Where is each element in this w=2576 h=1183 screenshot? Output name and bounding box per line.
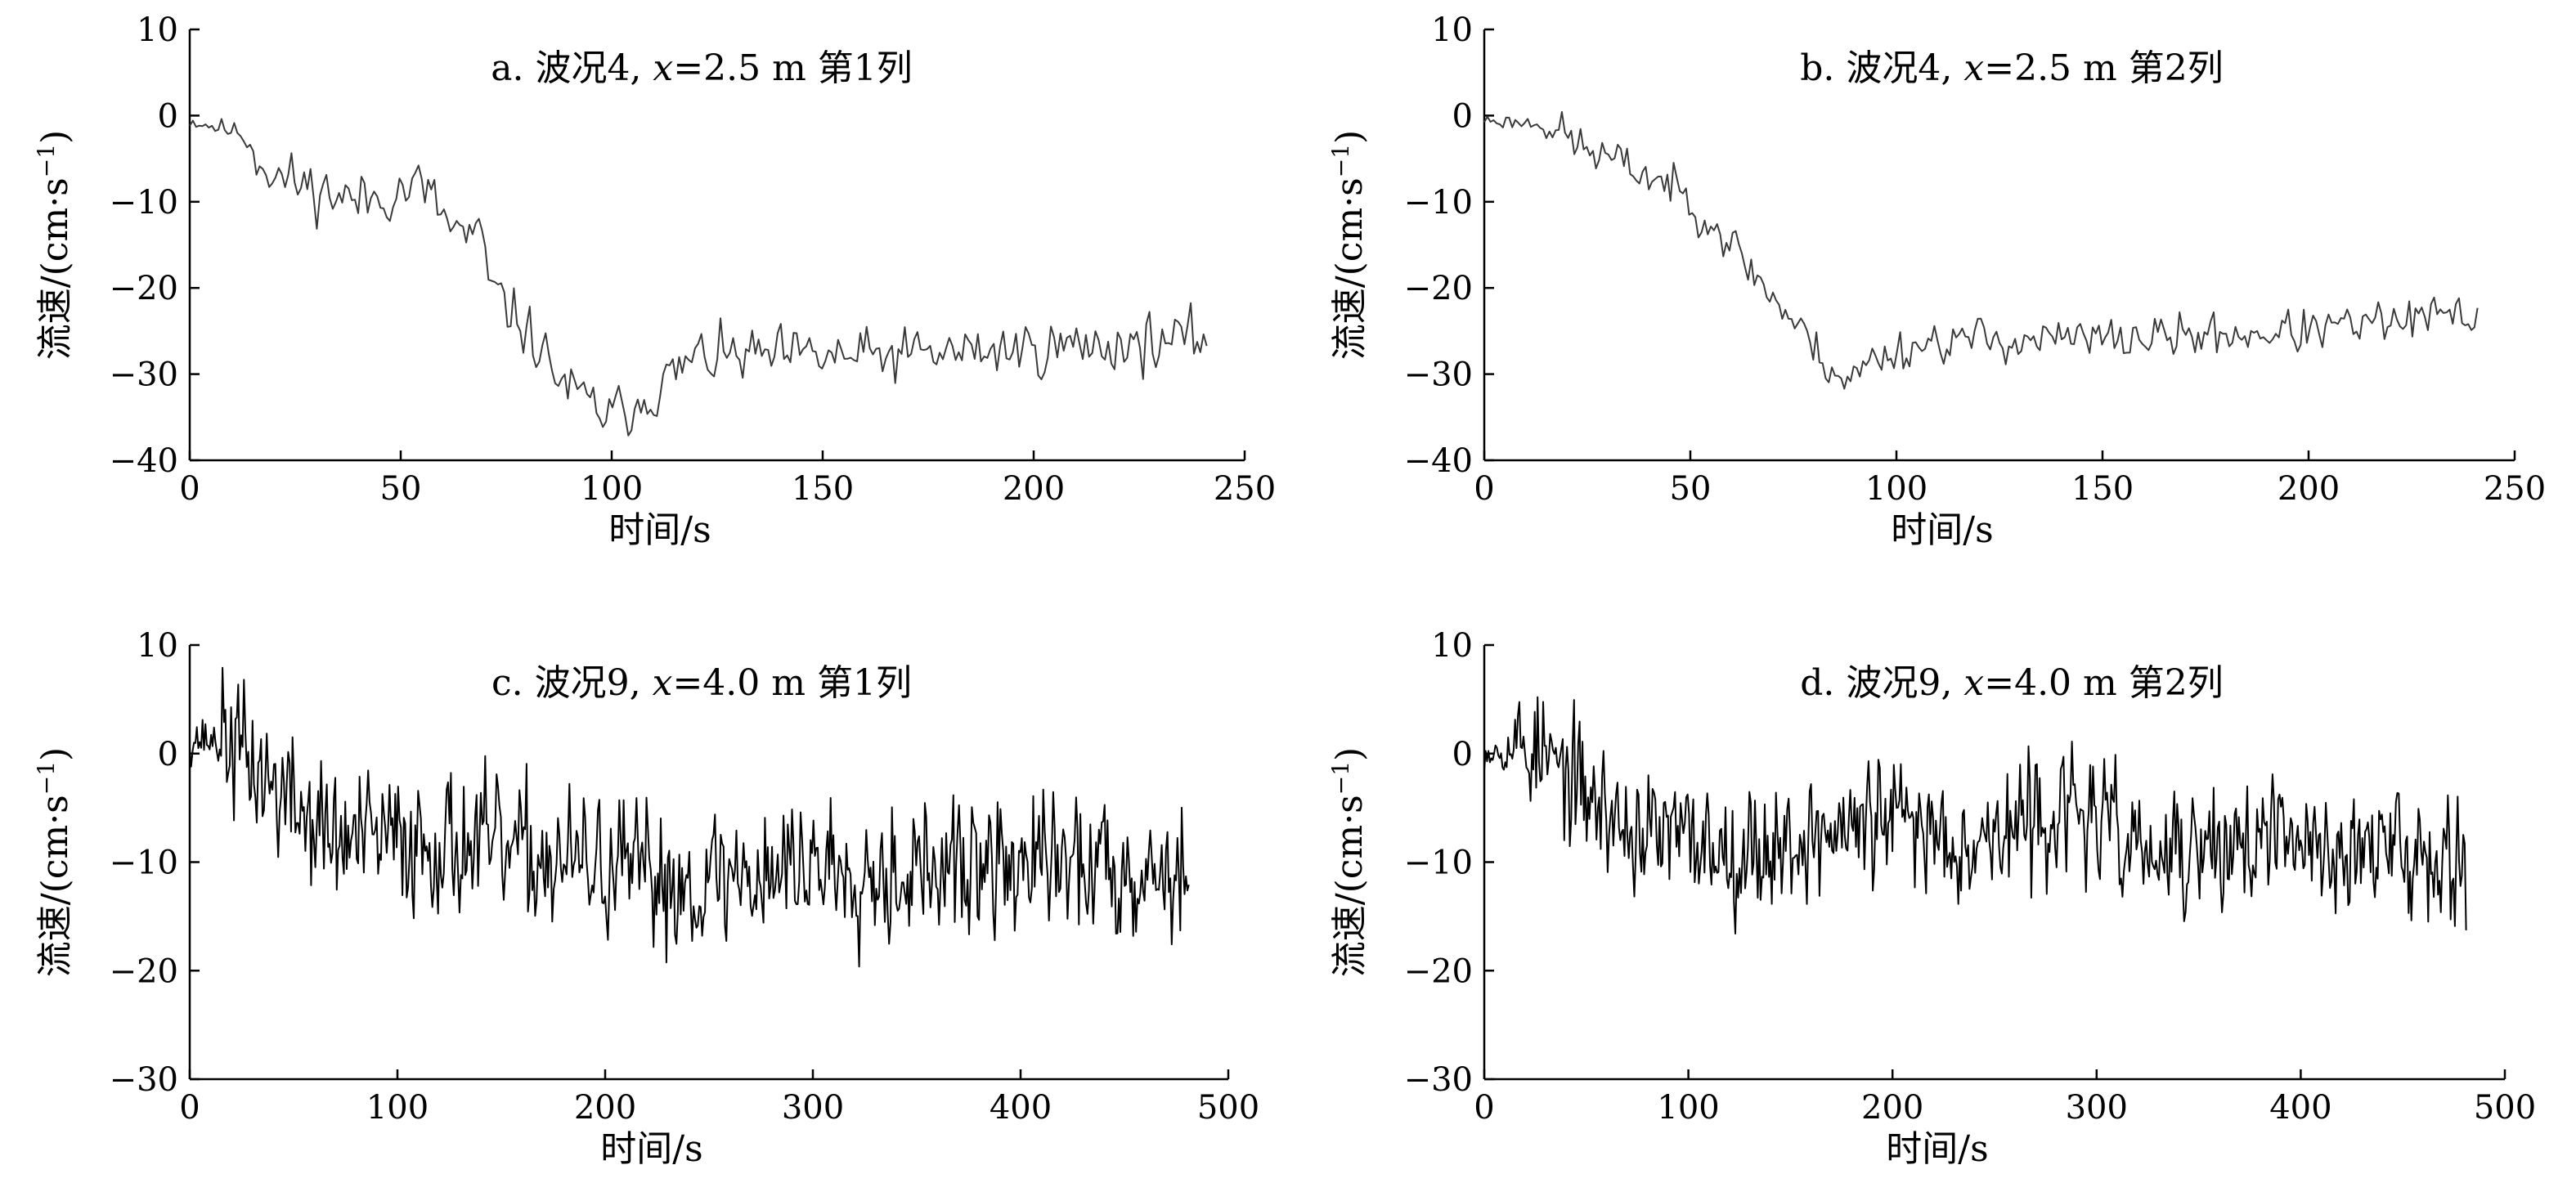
x-tick-label: 200 [1003,470,1065,508]
y-tick-label: −30 [1404,1061,1473,1099]
panel-title: a. 波况4, x=2.5 m 第1列 [491,47,913,89]
x-tick-label: 0 [179,470,200,508]
series-line [189,666,1190,968]
x-axis-label: 时间/s [1886,1128,1988,1170]
x-tick-label: 200 [2278,470,2340,508]
y-tick-label: −20 [110,952,178,990]
y-tick-label: −10 [110,184,178,222]
y-tick-label: 10 [1431,11,1473,49]
x-tick-label: 100 [1657,1089,1719,1127]
y-tick-label: −10 [1404,184,1473,222]
x-tick-label: 150 [2071,470,2134,508]
x-tick-label: 500 [2474,1089,2536,1127]
x-tick-label: 0 [1474,1089,1494,1127]
panel-b: 0 50 100 150 200 250 −40 −30 −20 −10 0 10 时间/s 流速/(cm… [1327,11,2546,551]
x-axis-label: 时间/s [1891,509,1993,551]
y-tick-label: −40 [110,442,178,480]
panel-title: c. 波况9, x=4.0 m 第1列 [491,662,912,704]
x-tick-label: 100 [581,470,643,508]
x-axis-label: 时间/s [600,1128,702,1170]
x-tick-label: 400 [990,1089,1052,1127]
x-tick-label: 500 [1197,1089,1259,1127]
x-tick-label: 100 [366,1089,429,1127]
x-tick-label: 0 [179,1089,200,1127]
x-tick-label: 300 [782,1089,844,1127]
x-tick-label: 200 [574,1089,636,1127]
y-tick-label: −30 [110,1061,178,1099]
y-tick-label: 0 [158,736,178,773]
y-tick-label: −10 [1404,845,1473,882]
x-tick-label: 300 [2066,1089,2128,1127]
y-tick-label: 10 [137,11,178,49]
y-tick-label: 0 [1452,97,1473,135]
panel-c: 0 100 200 300 400 500 −30 −20 −10 0 10 时间/s 流速/(cm·s… [33,627,1259,1170]
panel-a: 0 50 100 150 200 250 −40 −30 −20 −10 0 10 时间/s 流速/(cm… [33,11,1276,551]
y-axis-label: 流速/(cm·s−1) [1327,130,1371,360]
y-tick-label: 0 [1452,736,1473,773]
x-tick-label: 250 [1214,470,1276,508]
x-tick-label: 250 [2484,470,2546,508]
series-line [1483,110,2479,390]
x-tick-label: 100 [1865,470,1928,508]
x-tick-label: 200 [1861,1089,1923,1127]
y-tick-label: 10 [137,627,178,665]
x-tick-label: 0 [1474,470,1494,508]
y-tick-label: −30 [1404,356,1473,394]
x-axis-label: 时间/s [608,509,711,551]
y-tick-label: −10 [110,845,178,882]
y-axis-label: 流速/(cm·s−1) [33,747,76,977]
x-tick-label: 150 [792,470,854,508]
y-tick-label: 0 [158,97,178,135]
series-line [1483,696,2467,934]
y-tick-label: 10 [1431,627,1473,665]
x-tick-label: 50 [1670,470,1712,508]
y-tick-label: −20 [110,270,178,307]
y-axis-label: 流速/(cm·s−1) [33,130,76,360]
x-tick-label: 400 [2269,1089,2331,1127]
series-line [189,118,1208,437]
y-tick-label: −20 [1404,952,1473,990]
y-axis-label: 流速/(cm·s−1) [1327,747,1371,977]
panel-title: b. 波况4, x=2.5 m 第2列 [1800,47,2223,89]
y-tick-label: −30 [110,356,178,394]
y-tick-label: −20 [1404,270,1473,307]
y-tick-label: −40 [1404,442,1473,480]
panel-title: d. 波况9, x=4.0 m 第2列 [1800,662,2223,704]
panel-d: 0 100 200 300 400 500 −30 −20 −10 0 10 时间/s 流速/(cm·s… [1327,627,2536,1170]
x-tick-label: 50 [380,470,422,508]
